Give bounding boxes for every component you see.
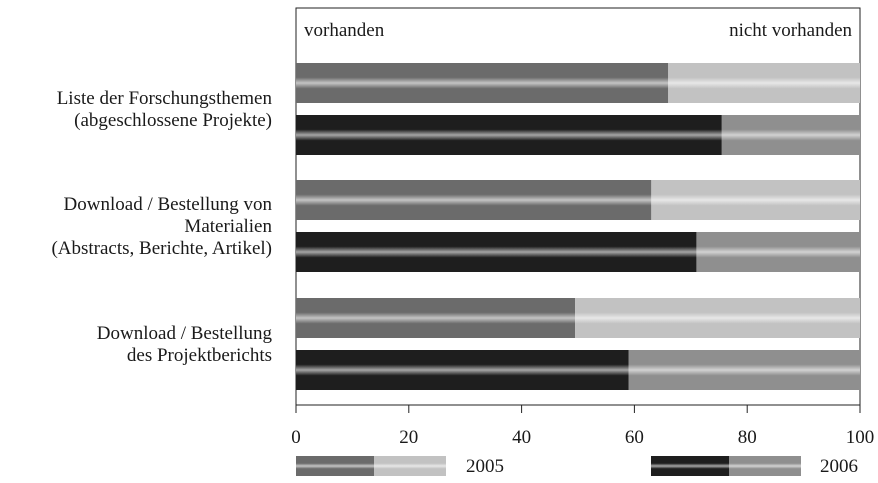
legend-label-2005: 2005	[466, 456, 504, 477]
x-tick-label-100: 100	[846, 427, 875, 448]
legend-swatch-2005-nicht-vorhanden	[374, 456, 446, 476]
bar-2006-nicht-vorhanden-0	[721, 115, 860, 155]
inner-label-right: nicht vorhanden	[729, 20, 852, 41]
legend-label-2006: 2006	[820, 456, 858, 477]
x-tick-label-80: 80	[738, 427, 757, 448]
category-label-0-line-0: Liste der Forschungsthemen	[57, 88, 273, 109]
bar-2006-vorhanden-1	[296, 232, 697, 272]
x-tick-label-0: 0	[291, 427, 301, 448]
legend-swatch-2006-vorhanden	[651, 456, 729, 476]
inner-label-left: vorhanden	[304, 20, 385, 41]
category-label-1-line-0: Download / Bestellung von	[64, 194, 273, 215]
bar-2005-vorhanden-0	[296, 63, 669, 103]
bar-2006-nicht-vorhanden-1	[696, 232, 860, 272]
bar-2005-nicht-vorhanden-0	[668, 63, 860, 103]
legend-swatch-2005-vorhanden	[296, 456, 374, 476]
category-label-2-line-1: des Projektberichts	[127, 345, 272, 366]
legend-swatch-2006-nicht-vorhanden	[729, 456, 801, 476]
category-label-0-line-1: (abgeschlossene Projekte)	[74, 110, 272, 131]
x-tick-label-40: 40	[512, 427, 531, 448]
bar-2005-vorhanden-1	[296, 180, 652, 220]
category-label-1-line-1: Materialien	[184, 216, 272, 237]
category-label-1-line-2: (Abstracts, Berichte, Artikel)	[51, 238, 272, 259]
bar-2005-vorhanden-2	[296, 298, 576, 338]
x-tick-label-20: 20	[399, 427, 418, 448]
bar-2005-nicht-vorhanden-2	[575, 298, 860, 338]
x-tick-label-60: 60	[625, 427, 644, 448]
bar-2006-nicht-vorhanden-2	[628, 350, 860, 390]
bar-2005-nicht-vorhanden-1	[651, 180, 860, 220]
bar-2006-vorhanden-0	[296, 115, 722, 155]
bar-2006-vorhanden-2	[296, 350, 629, 390]
category-label-2-line-0: Download / Bestellung	[97, 323, 273, 344]
